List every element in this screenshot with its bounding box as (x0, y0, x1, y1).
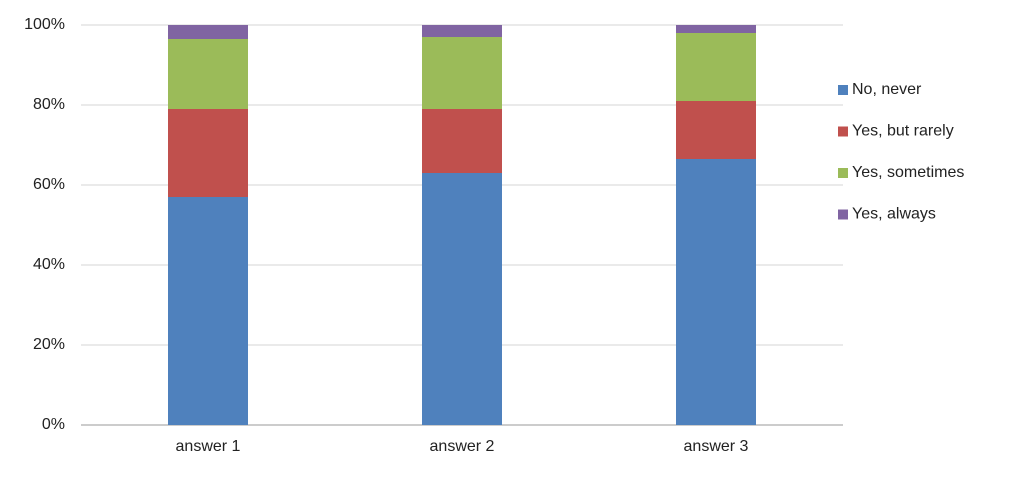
legend-swatch (838, 209, 848, 220)
bar-segment (676, 159, 756, 425)
bar-segment (168, 25, 248, 39)
legend-swatch (838, 168, 848, 178)
y-tick-label: 20% (33, 336, 65, 353)
bar-segment (168, 197, 248, 425)
y-tick-label: 100% (24, 16, 65, 33)
y-tick-label: 60% (33, 176, 65, 193)
y-tick-label: 40% (33, 256, 65, 273)
legend-label: No, never (852, 81, 922, 98)
legend-label: Yes, sometimes (852, 164, 964, 181)
y-tick-label: 80% (33, 96, 65, 113)
legend-swatch (838, 85, 848, 95)
bar-segment (676, 101, 756, 159)
bar-segment (422, 173, 502, 425)
bar-segment (676, 25, 756, 33)
bar-segment (422, 109, 502, 173)
x-tick-label: answer 3 (684, 438, 749, 455)
legend-swatch (838, 126, 848, 137)
x-tick-label: answer 2 (430, 438, 495, 455)
y-tick-label: 0% (42, 416, 65, 433)
bar-segment (422, 37, 502, 109)
bar-segment (422, 25, 502, 37)
legend-label: Yes, always (852, 206, 936, 223)
bar-segment (168, 109, 248, 197)
x-tick-label: answer 1 (176, 438, 241, 455)
legend-label: Yes, but rarely (852, 123, 954, 140)
bar-segment (168, 39, 248, 109)
bar-segment (676, 33, 756, 101)
